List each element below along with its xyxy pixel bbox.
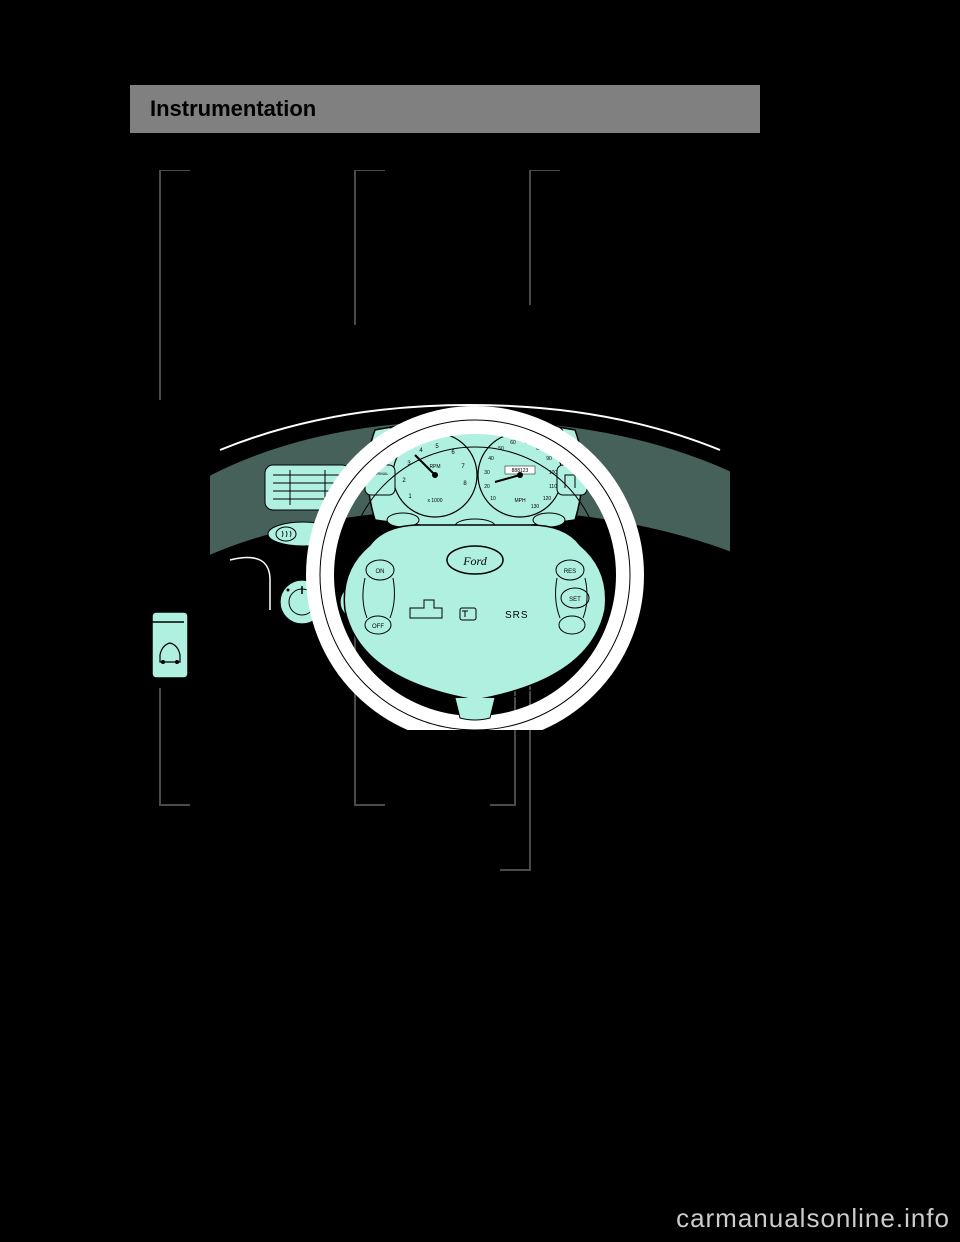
tach-label: x 1000 — [427, 498, 442, 504]
dashboard-diagram: 12 34 56 78 RPM x 1000 1020 3040 5060 70… — [130, 170, 760, 890]
watermark-text: carmanualsonline.info — [676, 1203, 950, 1234]
svg-text:120: 120 — [543, 496, 552, 502]
svg-text:ON: ON — [376, 569, 385, 575]
brand-badge: Ford — [462, 554, 488, 568]
svg-text:10: 10 — [490, 496, 496, 502]
svg-text:30: 30 — [484, 470, 490, 476]
svg-text:110: 110 — [549, 484, 557, 490]
svg-text:40: 40 — [488, 456, 494, 462]
svg-text:RES: RES — [564, 569, 576, 575]
speedo-unit: MPH — [514, 498, 526, 504]
svg-text:OFF: OFF — [372, 624, 384, 630]
section-header: Instrumentation — [130, 85, 760, 133]
section-title: Instrumentation — [150, 96, 316, 122]
svg-text:20: 20 — [484, 484, 490, 490]
tach-unit: RPM — [429, 464, 440, 470]
steering-wheel-illustration: 12 34 56 78 RPM x 1000 1020 3040 5060 70… — [210, 300, 730, 730]
hood-release-lever — [150, 610, 190, 680]
page-number: 6 — [130, 1120, 141, 1143]
svg-text:90: 90 — [546, 456, 552, 462]
srs-label: SRS — [505, 610, 529, 621]
airbag-cover — [344, 525, 605, 700]
right-wheel-buttons: RES SET — [556, 560, 589, 634]
svg-text:SET: SET — [569, 597, 581, 603]
svg-text:60: 60 — [510, 440, 516, 446]
svg-text:130: 130 — [531, 504, 540, 510]
